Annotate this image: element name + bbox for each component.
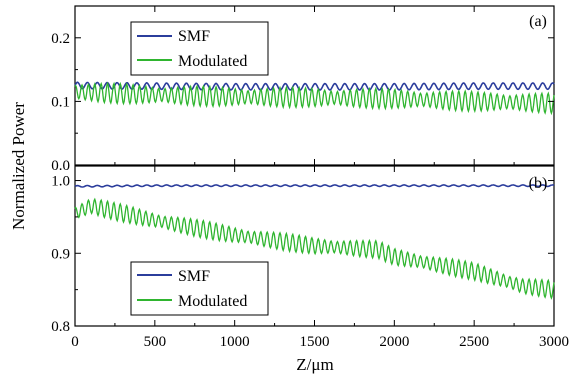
panel-b-y-tick-label: 1.0 [51, 174, 70, 190]
panel-a-series-layer [74, 81, 555, 116]
panel-b-series-smf-line [74, 184, 555, 188]
x-tick-label: 1000 [220, 334, 250, 350]
panel-a-y-tick-label: 0.2 [51, 31, 70, 47]
x-tick-label: 2000 [379, 334, 409, 350]
x-tick-label: 500 [144, 334, 167, 350]
x-axis-title: Z/μm [296, 355, 333, 374]
legend-b-smf-label: SMF [178, 268, 210, 285]
panel-a-label: (a) [529, 13, 547, 30]
legend-a: SMF Modulated [130, 21, 269, 76]
legend-a-smf-label: SMF [178, 28, 210, 45]
legend-a-modulated-label: Modulated [178, 53, 247, 70]
legend-b-box [130, 261, 269, 316]
legend-b-modulated-label: Modulated [178, 293, 247, 310]
ticks-layer: 0.0 0.1 0.2 0.8 0.9 1.0 0 500 1000 1500 2000 2500 30… [51, 6, 569, 350]
panel-a-y-tick-label: 0.0 [51, 158, 70, 174]
x-tick-label: 2500 [459, 334, 489, 350]
x-tick-label: 0 [71, 334, 79, 350]
panel-b-series-modulated-line [74, 197, 555, 300]
panel-a-y-tick-label: 0.1 [51, 94, 70, 110]
panel-a-series-smf-line [74, 81, 555, 91]
x-tick-label: 3000 [539, 334, 569, 350]
y-axis-title: Normalized Power [9, 102, 28, 230]
panel-a-series-modulated-line [74, 81, 555, 116]
legend-b: SMF Modulated [130, 261, 269, 316]
panel-b-y-tick-label: 0.8 [51, 319, 70, 335]
panel-b-label: (b) [529, 175, 548, 192]
panel-b-y-tick-label: 0.9 [51, 246, 70, 262]
panel-b-series-layer [74, 184, 555, 300]
x-tick-label: 1500 [300, 334, 330, 350]
legend-a-box [130, 21, 269, 76]
